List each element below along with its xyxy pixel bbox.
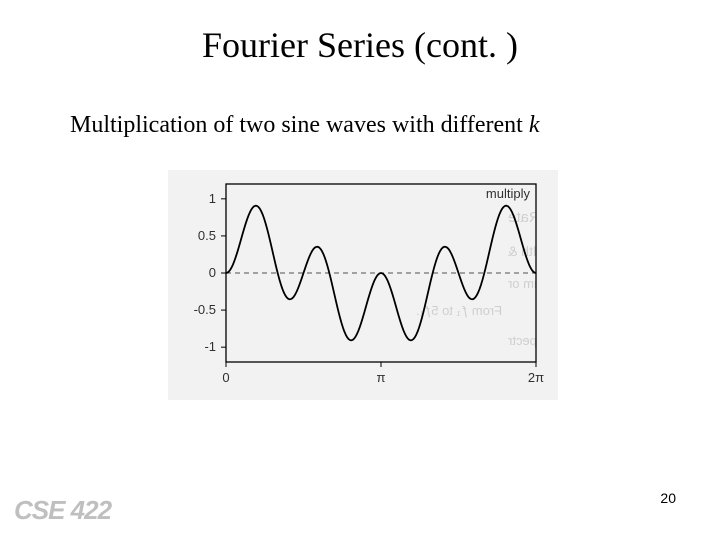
svg-text:-1: -1	[204, 339, 216, 354]
svg-text:From ƒ₁ to 5ƒ₁.: From ƒ₁ to 5ƒ₁.	[416, 303, 502, 318]
multiply-chart: ate. The Higher The Data Rateelationship…	[168, 170, 558, 400]
slide-title: Fourier Series (cont. )	[0, 24, 720, 66]
subtitle-text: Multiplication of two sine waves with di…	[70, 112, 529, 138]
svg-text:-0.5: -0.5	[194, 302, 216, 317]
page-number: 20	[660, 490, 676, 506]
svg-text:0: 0	[222, 370, 229, 385]
svg-text:0: 0	[209, 265, 216, 280]
slide: Fourier Series (cont. ) Multiplication o…	[0, 0, 720, 540]
svg-text:2π: 2π	[528, 370, 544, 385]
subtitle-k: k	[529, 112, 540, 138]
svg-text:1: 1	[209, 191, 216, 206]
chart-svg: ate. The Higher The Data Rateelationship…	[168, 170, 558, 400]
svg-text:0.5: 0.5	[198, 228, 216, 243]
svg-text:π: π	[377, 370, 386, 385]
svg-text:multiply: multiply	[486, 186, 531, 201]
slide-subtitle: Multiplication of two sine waves with di…	[70, 112, 539, 139]
course-code: CSE 422	[14, 495, 111, 526]
